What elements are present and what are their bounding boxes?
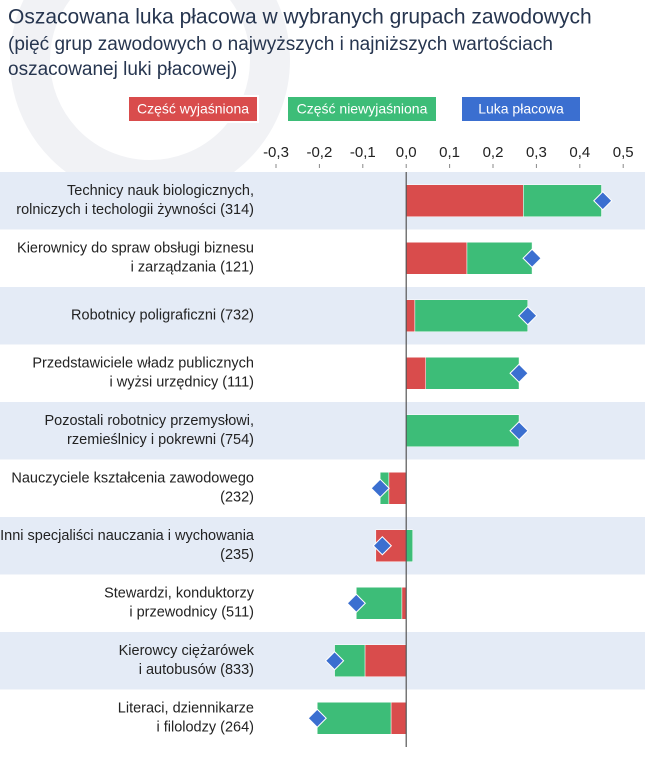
bar — [405, 414, 520, 447]
category-label: Robotnicy poligraficzni (732) — [71, 308, 254, 324]
bar — [405, 357, 426, 390]
category-label: Pozostali robotnicy przemysłowi, — [44, 413, 254, 429]
row-band — [0, 632, 645, 690]
category-label: i przewodnicy (511) — [129, 605, 254, 621]
x-tick-label: 0,0 — [396, 144, 417, 161]
bar — [405, 529, 413, 562]
category-label: i zarządzania (121) — [131, 260, 254, 276]
category-label: Kierowcy ciężarówek — [119, 643, 255, 659]
bar — [414, 299, 528, 332]
x-tick-label: 0,4 — [569, 144, 590, 161]
category-label: Literaci, dziennikarze — [118, 701, 254, 717]
x-tick-label: -0,2 — [306, 144, 332, 161]
bar — [401, 587, 407, 620]
diamond-marker — [346, 593, 366, 613]
x-tick-label: 0,3 — [526, 144, 547, 161]
bar — [390, 702, 407, 735]
bar — [388, 472, 407, 505]
bar — [425, 357, 520, 390]
legend-label: Część niewyjaśniona — [297, 101, 428, 117]
chart-subtitle: oszacowanej luki płacowej) — [8, 59, 237, 80]
category-label: Technicy nauk biologicznych, — [67, 183, 254, 199]
legend-swatch — [127, 95, 259, 123]
category-label: i autobusów (833) — [139, 662, 254, 678]
category-label: Inni specjaliści nauczania i wychowania — [0, 528, 255, 544]
category-label: i filolodzy (264) — [156, 720, 254, 736]
legend-swatch — [286, 95, 438, 123]
x-tick-label: -0,3 — [263, 144, 289, 161]
x-tick-label: 0,5 — [613, 144, 634, 161]
x-tick-label: 0,2 — [483, 144, 504, 161]
category-label: (232) — [220, 490, 254, 506]
bar — [466, 242, 533, 275]
row-band — [0, 517, 645, 575]
category-label: Stewardzi, konduktorzy — [104, 586, 255, 602]
bar — [405, 299, 416, 332]
bar — [316, 702, 392, 735]
category-label: Kierownicy do spraw obsługi biznesu — [17, 241, 254, 257]
diamond-marker — [370, 478, 390, 498]
diamond-marker — [509, 363, 529, 383]
category-label: (235) — [220, 547, 254, 563]
category-label: i wyżsi urzędnicy (111) — [109, 375, 254, 391]
diamond-marker — [522, 248, 542, 268]
legend-swatch — [460, 95, 582, 123]
diamond-marker — [518, 306, 538, 326]
bar — [405, 242, 468, 275]
category-label: rzemieślnicy i pokrewni (754) — [67, 432, 254, 448]
bar — [364, 644, 407, 677]
chart-subtitle: (pięć grup zawodowych o najwyższych i na… — [8, 34, 553, 55]
chart-title: Oszacowana luka płacowa w wybranych grup… — [8, 6, 592, 29]
bar — [523, 184, 602, 217]
legend-label: Luka płacowa — [478, 101, 564, 117]
category-label: Nauczyciele kształcenia zawodowego — [11, 471, 254, 487]
diamond-marker — [593, 191, 613, 211]
x-tick-label: -0,1 — [350, 144, 376, 161]
row-band — [0, 402, 645, 460]
bar — [405, 184, 524, 217]
diamond-marker — [509, 421, 529, 441]
diamond-marker — [324, 651, 345, 671]
x-tick-label: 0,1 — [439, 144, 460, 161]
category-label: Przedstawiciele władz publicznych — [32, 356, 254, 372]
legend-label: Część wyjaśniona — [137, 101, 249, 117]
row-band — [0, 287, 645, 345]
diamond-marker — [372, 536, 393, 556]
category-label: rolniczych i techologii żywności (314) — [16, 202, 254, 218]
diamond-marker — [307, 708, 327, 728]
